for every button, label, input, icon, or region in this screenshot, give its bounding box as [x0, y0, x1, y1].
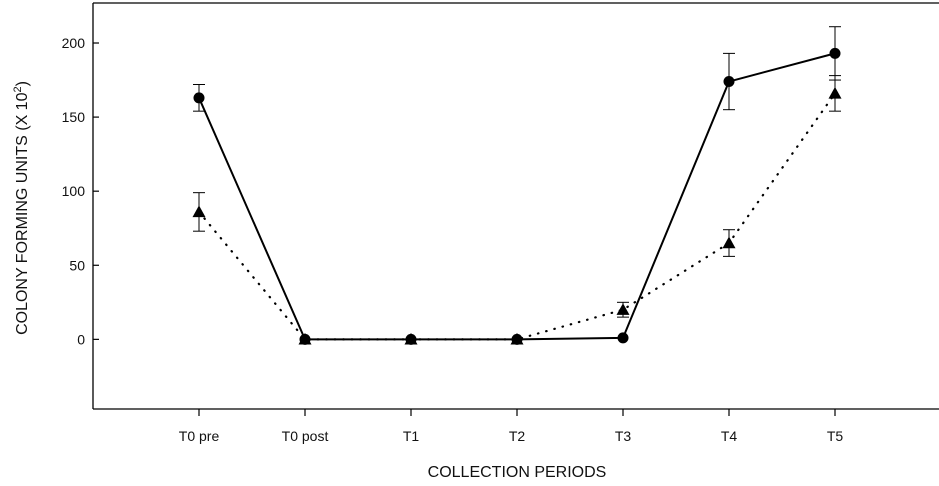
data-point-circle	[617, 332, 629, 344]
series-layer	[192, 26, 842, 345]
x-tick-label: T5	[827, 428, 844, 444]
y-tick-label: 50	[69, 257, 85, 273]
data-point-circle	[193, 92, 205, 104]
data-point-circle	[829, 47, 841, 59]
x-tick-label: T2	[509, 428, 526, 444]
y-tick-label: 0	[77, 331, 85, 347]
y-axis-title-superscript: 2	[12, 86, 24, 92]
y-axis-title-suffix: )	[14, 81, 31, 86]
axes: 0 50 100 150 200 T0 pre T0 post T1 T2 T3 T4 T5	[62, 2, 939, 444]
y-tick-label: 150	[62, 109, 86, 125]
data-point-circle	[511, 333, 523, 345]
x-axis-title: COLLECTION PERIODS	[428, 464, 607, 481]
series-line	[197, 92, 837, 341]
y-tick-label: 200	[62, 35, 86, 51]
x-tick-label: T0 post	[282, 428, 329, 444]
x-tick-label: T0 pre	[179, 428, 220, 444]
x-tick-label: T4	[721, 428, 738, 444]
x-tick-label: T1	[403, 428, 420, 444]
data-point-triangle	[722, 236, 736, 249]
data-point-triangle	[192, 205, 206, 218]
data-point-triangle	[828, 86, 842, 99]
x-tick-label: T3	[615, 428, 632, 444]
y-tick-label: 100	[62, 183, 86, 199]
data-point-circle	[405, 333, 417, 345]
y-axis-title: COLONY FORMING UNITS (X 102)	[12, 81, 31, 335]
data-point-circle	[299, 333, 311, 345]
data-point-triangle	[616, 303, 630, 315]
data-point-circle	[723, 76, 735, 88]
y-axis-title-main: COLONY FORMING UNITS (X 10	[14, 92, 31, 335]
series-line	[198, 52, 836, 341]
series-circle	[193, 26, 841, 345]
